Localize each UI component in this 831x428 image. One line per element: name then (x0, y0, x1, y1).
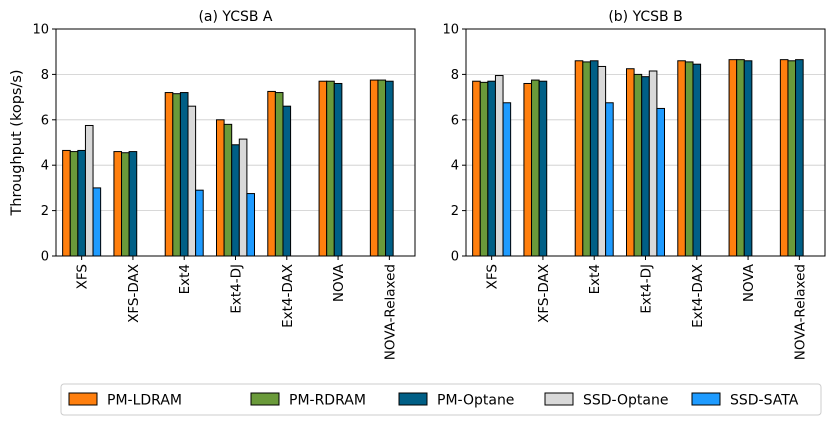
bar-pm-rdram-ext4-dj (223, 123, 233, 257)
y-axis-label: Throughput (kops/s) (9, 69, 25, 216)
bar-ssd-optane-ext4 (597, 65, 607, 257)
panel-title: (a) YCSB A (198, 9, 272, 25)
bar-pm-ldram-ext4-dax (267, 90, 276, 257)
legend-box (60, 383, 822, 416)
bar-pm-rdram-xfs-dax (531, 79, 540, 257)
y-tick-label: 8 (451, 68, 459, 83)
bar-pm-optane-ext4-dj (641, 76, 650, 257)
x-tick-label: NOVA (331, 263, 347, 302)
bar-pm-rdram-ext4-dj (633, 73, 643, 257)
bar-pm-rdram-xfs-dax (121, 152, 130, 257)
x-tick-label: Ext4-DAX (280, 264, 296, 328)
bar-ssd-sata-ext4 (195, 189, 204, 257)
bar-pm-ldram-nova-relaxed (369, 79, 379, 257)
bar-pm-rdram-nova (326, 80, 335, 257)
legend-label-ssd-optane: SSD-Optane (583, 393, 668, 409)
x-tick-label: Ext4-DJ (229, 264, 245, 314)
legend-label-pm-optane: PM-Optane (437, 393, 514, 409)
bar-pm-optane-ext4-dj (231, 144, 240, 257)
legend-label-pm-ldram: PM-LDRAM (107, 393, 182, 409)
panel-title: (b) YCSB B (608, 9, 682, 25)
x-tick-label: Ext4-DJ (639, 264, 655, 314)
bar-pm-optane-ext4 (179, 92, 189, 257)
bar-pm-rdram-nova-relaxed (377, 79, 387, 257)
bar-ssd-optane-xfs (84, 124, 94, 257)
x-tick-label: NOVA-Relaxed (792, 264, 808, 360)
bar-pm-rdram-xfs (479, 81, 489, 257)
x-tick-label: Ext4 (177, 264, 193, 294)
bar-ssd-sata-ext4-dj (656, 107, 666, 257)
legend-swatch-pm-optane (398, 392, 428, 406)
bar-pm-optane-xfs (77, 149, 86, 257)
bar-pm-optane-ext4-dax (692, 63, 702, 257)
bar-pm-ldram-ext4-dax (677, 60, 686, 257)
bar-ssd-sata-ext4-dj (246, 193, 255, 257)
y-tick-label: 6 (451, 113, 459, 128)
bar-pm-ldram-ext4-dj (216, 119, 225, 257)
bar-pm-rdram-ext4-dax (274, 92, 284, 257)
legend-label-ssd-sata: SSD-SATA (730, 393, 799, 409)
bar-ssd-optane-ext4 (187, 105, 197, 257)
bar-pm-rdram-xfs (69, 151, 79, 257)
y-tick-label: 4 (451, 159, 459, 174)
bar-pm-rdram-ext4 (582, 61, 591, 257)
x-tick-label: XFS (485, 264, 501, 289)
legend-swatch-ssd-optane (544, 392, 574, 406)
y-tick-label: 0 (451, 250, 459, 265)
bar-pm-ldram-nova (728, 59, 738, 257)
bar-pm-optane-nova-relaxed (795, 59, 804, 257)
bar-pm-ldram-xfs (62, 149, 71, 257)
bar-pm-optane-nova (333, 82, 343, 257)
legend-swatch-ssd-sata (691, 392, 721, 406)
y-tick-label: 10 (442, 23, 459, 38)
bar-ssd-optane-ext4-dj (238, 138, 248, 257)
bar-pm-optane-ext4-dax (282, 105, 292, 257)
bar-pm-optane-nova-relaxed (385, 80, 394, 257)
bar-pm-ldram-xfs (472, 80, 481, 257)
x-tick-label: XFS-DAX (536, 264, 552, 323)
x-tick-label: NOVA (741, 263, 757, 302)
y-tick-label: 2 (451, 204, 459, 219)
x-tick-label: XFS-DAX (126, 264, 142, 323)
legend-swatch-pm-rdram (250, 392, 280, 406)
bar-pm-ldram-ext4-dj (626, 68, 635, 257)
bar-pm-optane-xfs (487, 80, 496, 257)
y-tick-label: 2 (41, 204, 49, 219)
bar-pm-ldram-nova-relaxed (779, 59, 789, 257)
x-tick-label: Ext4 (587, 264, 603, 294)
x-tick-label: Ext4-DAX (690, 264, 706, 328)
bar-pm-optane-ext4 (589, 60, 599, 257)
bar-ssd-sata-xfs (92, 187, 102, 257)
y-tick-label: 0 (41, 250, 49, 265)
bar-ssd-sata-xfs (502, 102, 512, 257)
bar-pm-optane-xfs-dax (128, 151, 138, 257)
bar-pm-ldram-ext4 (574, 60, 584, 257)
legend-label-pm-rdram: PM-RDRAM (289, 393, 366, 409)
y-tick-label: 6 (41, 113, 49, 128)
bar-pm-ldram-ext4 (164, 92, 174, 257)
bar-pm-ldram-xfs-dax (523, 82, 533, 257)
bar-pm-ldram-xfs-dax (113, 151, 123, 257)
legend-swatch-pm-ldram (68, 392, 98, 406)
bar-pm-rdram-nova (736, 59, 745, 257)
bar-pm-rdram-ext4 (172, 93, 181, 257)
y-tick-label: 4 (41, 159, 49, 174)
bar-pm-ldram-nova (318, 80, 328, 257)
bar-ssd-optane-ext4-dj (648, 70, 658, 257)
x-tick-label: XFS (75, 264, 91, 289)
bar-ssd-optane-xfs (494, 75, 504, 257)
bar-pm-rdram-ext4-dax (684, 61, 694, 257)
y-tick-label: 8 (41, 68, 49, 83)
x-tick-label: NOVA-Relaxed (382, 264, 398, 360)
bar-ssd-sata-ext4 (605, 102, 614, 257)
bar-pm-optane-nova (743, 60, 753, 257)
y-tick-label: 10 (32, 23, 49, 38)
bar-pm-optane-xfs-dax (538, 80, 548, 257)
bar-pm-rdram-nova-relaxed (787, 60, 797, 257)
